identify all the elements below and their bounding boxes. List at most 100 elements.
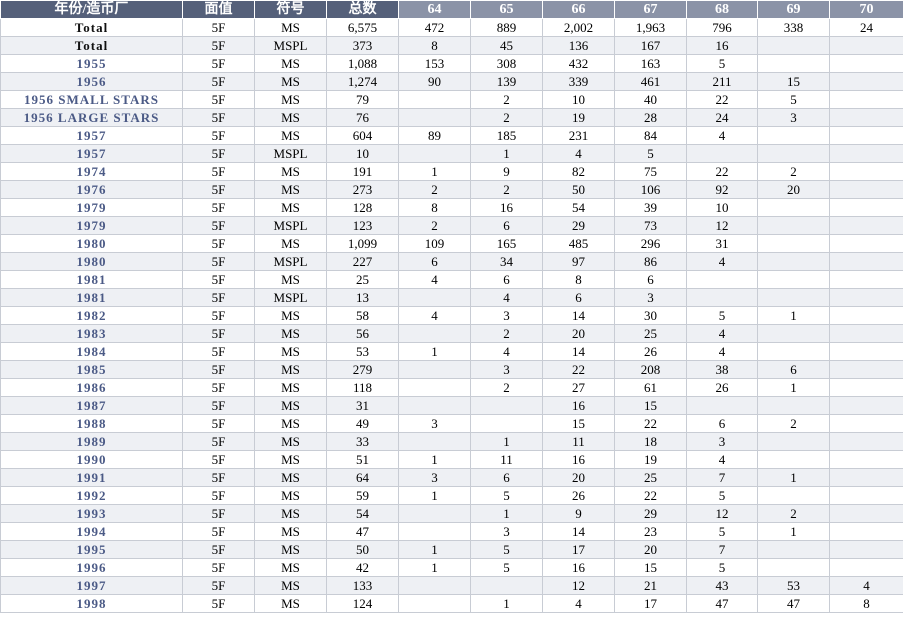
table-row: 1990 5F MS 51 1 11 16 19 4 bbox=[0, 450, 903, 469]
cell: 6 bbox=[542, 288, 615, 307]
cell: 1,274 bbox=[326, 72, 399, 91]
table-row: 1957 5F MS 604 89 185 231 84 4 bbox=[0, 126, 903, 145]
cell: 26 bbox=[542, 486, 615, 505]
cell: 4 bbox=[686, 252, 758, 271]
cell: 47 bbox=[326, 522, 399, 541]
cell: 19 bbox=[614, 450, 687, 469]
cell: 20 bbox=[757, 180, 830, 199]
cell: 2,002 bbox=[542, 18, 615, 37]
cell: MS bbox=[254, 306, 327, 325]
cell bbox=[686, 144, 758, 163]
cell: 231 bbox=[542, 126, 615, 145]
cell: MS bbox=[254, 576, 327, 595]
cell: 38 bbox=[686, 360, 758, 379]
table-row: 1981 5F MS 25 4 6 8 6 bbox=[0, 270, 903, 289]
row-label: 1997 bbox=[0, 576, 183, 595]
cell: 5F bbox=[182, 396, 255, 415]
cell: MS bbox=[254, 522, 327, 541]
cell: 53 bbox=[326, 342, 399, 361]
table-row: 1982 5F MS 58 4 3 14 30 5 1 bbox=[0, 306, 903, 325]
cell bbox=[757, 198, 830, 217]
row-label: 1955 bbox=[0, 54, 183, 73]
cell: MS bbox=[254, 198, 327, 217]
cell: 75 bbox=[614, 162, 687, 181]
cell: 5 bbox=[470, 540, 543, 559]
cell: 5F bbox=[182, 306, 255, 325]
cell: 338 bbox=[757, 18, 830, 37]
cell bbox=[757, 270, 830, 289]
cell: 4 bbox=[470, 342, 543, 361]
cell bbox=[829, 396, 903, 415]
cell: 2 bbox=[398, 180, 471, 199]
cell: 3 bbox=[470, 360, 543, 379]
column-header: 70 bbox=[829, 0, 903, 19]
cell: MS bbox=[254, 414, 327, 433]
row-label: 1986 bbox=[0, 378, 183, 397]
cell: 16 bbox=[542, 450, 615, 469]
cell: 16 bbox=[470, 198, 543, 217]
row-label: 1981 bbox=[0, 270, 183, 289]
cell: MS bbox=[254, 468, 327, 487]
cell: 5F bbox=[182, 216, 255, 235]
cell: 5F bbox=[182, 36, 255, 55]
cell: 5 bbox=[686, 558, 758, 577]
cell: 5F bbox=[182, 360, 255, 379]
cell: 432 bbox=[542, 54, 615, 73]
row-label: 1980 bbox=[0, 234, 183, 253]
header-row: 年份/造币厂 面值 符号 总数 64 65 66 67 68 69 70 bbox=[0, 0, 903, 19]
cell: 4 bbox=[686, 324, 758, 343]
cell: MS bbox=[254, 126, 327, 145]
cell: MS bbox=[254, 378, 327, 397]
cell: 128 bbox=[326, 198, 399, 217]
cell: 6 bbox=[470, 270, 543, 289]
cell bbox=[829, 216, 903, 235]
cell: 4 bbox=[398, 306, 471, 325]
cell: MS bbox=[254, 54, 327, 73]
cell bbox=[829, 198, 903, 217]
cell: 1,099 bbox=[326, 234, 399, 253]
cell: 1 bbox=[757, 468, 830, 487]
cell: 1 bbox=[398, 558, 471, 577]
cell: 12 bbox=[542, 576, 615, 595]
cell: 9 bbox=[542, 504, 615, 523]
cell bbox=[398, 108, 471, 127]
cell: 97 bbox=[542, 252, 615, 271]
cell: 5F bbox=[182, 594, 255, 613]
row-label: 1991 bbox=[0, 468, 183, 487]
cell bbox=[398, 324, 471, 343]
cell: 16 bbox=[686, 36, 758, 55]
cell bbox=[829, 540, 903, 559]
cell: 49 bbox=[326, 414, 399, 433]
column-header: 总数 bbox=[326, 0, 399, 19]
cell: 54 bbox=[326, 504, 399, 523]
row-label: 1957 bbox=[0, 144, 183, 163]
cell: 5F bbox=[182, 162, 255, 181]
cell: 6,575 bbox=[326, 18, 399, 37]
cell: 3 bbox=[470, 306, 543, 325]
cell bbox=[829, 504, 903, 523]
cell bbox=[470, 576, 543, 595]
cell bbox=[757, 54, 830, 73]
column-header: 面值 bbox=[182, 0, 255, 19]
cell: 1 bbox=[757, 522, 830, 541]
cell: 2 bbox=[470, 378, 543, 397]
cell: 118 bbox=[326, 378, 399, 397]
cell: MS bbox=[254, 486, 327, 505]
row-label: 1982 bbox=[0, 306, 183, 325]
cell: 5F bbox=[182, 504, 255, 523]
cell bbox=[398, 576, 471, 595]
cell: 5F bbox=[182, 450, 255, 469]
row-label: 1979 bbox=[0, 198, 183, 217]
cell bbox=[829, 378, 903, 397]
row-label: 1994 bbox=[0, 522, 183, 541]
cell bbox=[757, 216, 830, 235]
cell bbox=[829, 234, 903, 253]
row-label: 1974 bbox=[0, 162, 183, 181]
cell bbox=[829, 72, 903, 91]
cell bbox=[829, 108, 903, 127]
cell: 31 bbox=[326, 396, 399, 415]
cell: 14 bbox=[542, 342, 615, 361]
cell bbox=[829, 414, 903, 433]
cell: MS bbox=[254, 72, 327, 91]
